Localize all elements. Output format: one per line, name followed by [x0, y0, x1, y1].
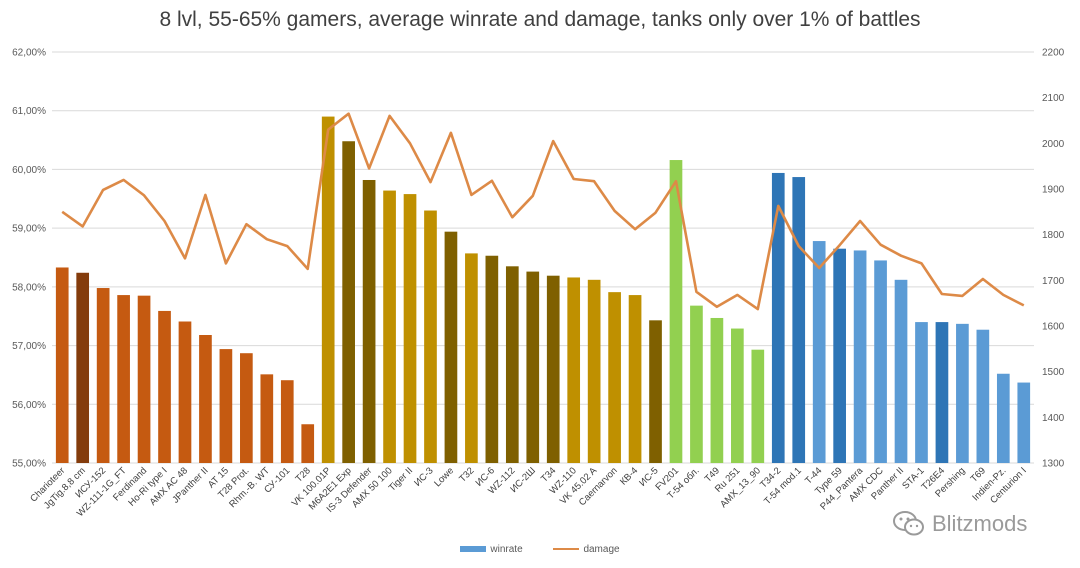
winrate-bar	[996, 373, 1010, 463]
winrate-bar	[853, 250, 867, 463]
watermark-text: Blitzmods	[932, 511, 1028, 536]
chart-title: 8 lvl, 55-65% gamers, average winrate an…	[159, 8, 921, 31]
winrate-bar	[731, 328, 744, 463]
damage-line	[61, 112, 1025, 311]
winrate-bar	[915, 322, 928, 463]
winrate-bar	[485, 255, 499, 463]
left-tick-label: 62,00%	[12, 48, 46, 59]
winrate-bar	[1017, 382, 1031, 463]
winrate-bar	[833, 248, 846, 463]
winrate-bar	[874, 260, 887, 463]
left-axis: 55,00% 56,00% 57,00% 58,00% 59,00% 60,00% 61,0…	[12, 48, 46, 470]
winrate-bar	[280, 380, 294, 463]
winrate-bar	[608, 292, 621, 463]
winrate-bar	[465, 253, 478, 463]
category-label: Lowe	[432, 465, 456, 489]
category-label: КВ-4	[618, 465, 640, 487]
winrate-bar	[76, 272, 90, 463]
winrate-bar	[199, 335, 212, 463]
winrate-bar	[649, 320, 662, 463]
category-label: ИС-3	[412, 465, 435, 488]
winrate-bar	[55, 267, 69, 463]
right-tick-label: 1300	[1042, 459, 1065, 470]
right-tick-label: 1500	[1042, 367, 1065, 378]
right-tick-label: 1800	[1042, 230, 1065, 241]
left-tick-label: 61,00%	[12, 106, 46, 117]
winrate-bar	[669, 160, 683, 463]
gridlines	[52, 51, 1034, 464]
winrate-bar	[383, 190, 396, 463]
winrate-bar	[178, 321, 192, 463]
damage-line-path	[61, 112, 1025, 311]
winrate-bar	[342, 141, 355, 463]
right-tick-label: 1900	[1042, 185, 1065, 196]
winrate-bar	[710, 317, 724, 463]
winrate-bar	[526, 271, 540, 463]
winrate-bar	[260, 374, 274, 463]
winrate-bar	[96, 288, 110, 463]
winrate-bar	[362, 179, 376, 464]
winrate-bar	[158, 310, 171, 463]
winrate-bar	[444, 231, 458, 463]
legend-item-damage: damage	[553, 544, 620, 555]
left-tick-label: 56,00%	[12, 400, 46, 411]
winrate-bar	[771, 172, 785, 464]
winrate-bar	[792, 177, 806, 463]
winrate-bar	[240, 353, 253, 463]
winrate-bar	[587, 279, 601, 463]
winrate-bar	[424, 210, 437, 463]
legend: winrate damage	[0, 544, 1080, 555]
right-tick-label: 1700	[1042, 276, 1065, 287]
legend-swatch-damage	[553, 548, 580, 551]
right-tick-label: 2000	[1042, 139, 1065, 150]
legend-item-winrate: winrate	[460, 544, 523, 555]
winrate-bar	[219, 349, 233, 463]
watermark: Blitzmods	[892, 508, 1027, 540]
winrate-bar	[894, 279, 908, 463]
winrate-bar	[751, 349, 765, 463]
winrate-bar	[690, 305, 703, 463]
right-tick-label: 2200	[1042, 48, 1065, 59]
right-tick-label: 2100	[1042, 93, 1065, 104]
winrate-bar	[137, 295, 151, 463]
legend-label-damage: damage	[583, 544, 620, 555]
winrate-bar	[117, 295, 130, 463]
winrate-bar	[628, 295, 642, 463]
winrate-bar	[403, 194, 417, 464]
winrate-bar	[505, 266, 519, 463]
left-tick-label: 60,00%	[12, 165, 46, 176]
right-tick-label: 1600	[1042, 322, 1065, 333]
wechat-icon	[893, 511, 924, 536]
left-tick-label: 55,00%	[12, 459, 46, 470]
left-tick-label: 57,00%	[12, 341, 46, 352]
legend-label-winrate: winrate	[490, 544, 523, 555]
winrate-bar	[812, 241, 826, 463]
winrate-bar	[546, 275, 560, 463]
winrate-bar	[301, 424, 315, 463]
legend-swatch-winrate	[460, 546, 487, 553]
winrate-bar	[935, 322, 949, 463]
left-tick-label: 59,00%	[12, 224, 46, 235]
winrate-bars	[55, 116, 1031, 464]
left-tick-label: 58,00%	[12, 282, 46, 293]
winrate-bar	[956, 323, 969, 463]
winrate-bar	[567, 277, 581, 463]
winrate-bar	[976, 329, 990, 463]
winrate-bar	[321, 116, 335, 463]
right-axis: 1300 1400 1500 1600 1700 1800 1900 2000 2100 2200	[1042, 48, 1065, 470]
right-tick-label: 1400	[1042, 413, 1065, 424]
